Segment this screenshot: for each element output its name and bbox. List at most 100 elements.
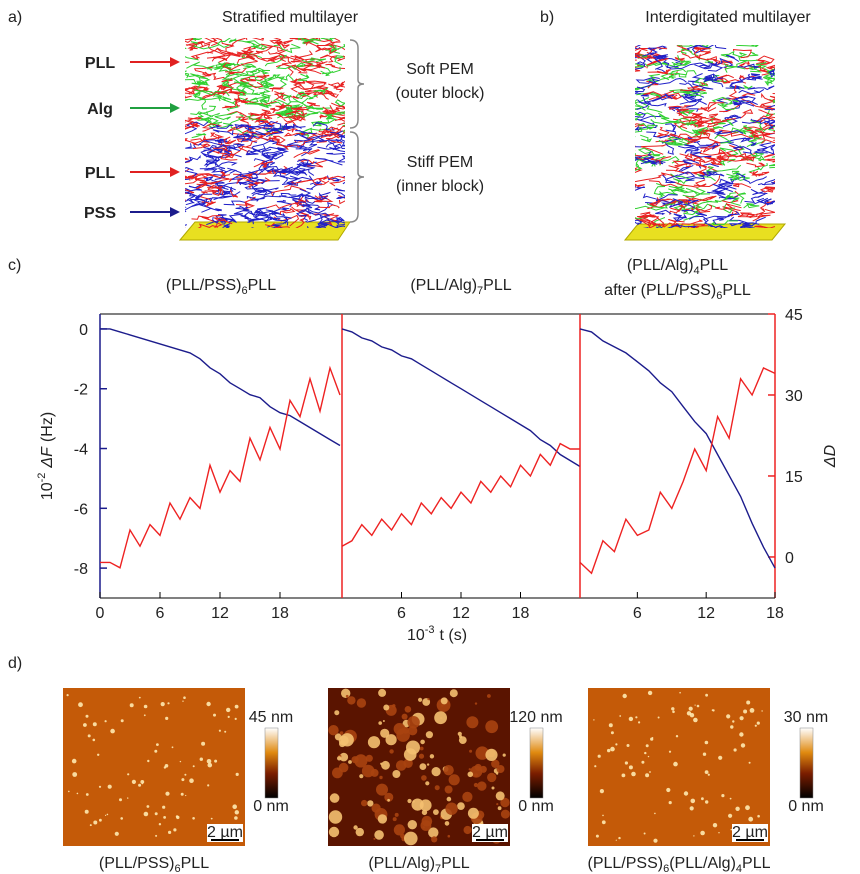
colorbar-max: 120 nm (509, 709, 562, 726)
afm-feature (389, 749, 394, 754)
afm-feature (419, 746, 424, 751)
afm-feature (156, 743, 159, 746)
x-tick-label: 18 (512, 605, 530, 622)
afm-feature (491, 759, 500, 768)
chain (317, 140, 337, 150)
afm-feature (705, 800, 709, 804)
chain (246, 192, 272, 200)
chain (635, 45, 642, 50)
chain (199, 43, 234, 55)
chain (751, 131, 760, 139)
chain (305, 212, 331, 223)
chain (635, 217, 639, 221)
chain (190, 73, 211, 84)
chain (209, 195, 233, 202)
afm-feature (83, 723, 87, 727)
chain (769, 98, 775, 104)
chain (213, 217, 233, 225)
afm-feature (702, 752, 707, 756)
chain (647, 203, 669, 210)
afm-feature (367, 736, 381, 749)
chain (193, 89, 230, 97)
chain (207, 184, 224, 190)
afm-feature (474, 773, 479, 778)
chain (337, 111, 345, 121)
afm-feature (735, 806, 740, 811)
chain (704, 171, 718, 177)
chain (333, 188, 345, 192)
chain (286, 175, 314, 184)
chain (707, 102, 725, 111)
afm-feature (339, 731, 344, 735)
chain (202, 134, 225, 141)
chain (694, 175, 721, 188)
afm-feature (610, 731, 614, 735)
chain (267, 207, 290, 217)
subscript: 6 (175, 863, 181, 874)
afm-feature (467, 807, 479, 819)
afm-feature (348, 760, 352, 764)
afm-feature (485, 748, 498, 762)
afm-feature (728, 813, 733, 818)
chain (317, 130, 345, 136)
chain (636, 94, 673, 104)
chain (186, 61, 213, 71)
chain (635, 64, 647, 72)
chain (325, 105, 335, 114)
afm-feature (446, 796, 452, 802)
chain (246, 114, 267, 121)
afm-feature (421, 775, 427, 781)
afm-feature (76, 792, 79, 795)
chain (772, 93, 775, 95)
chain (185, 40, 206, 46)
chain (316, 138, 343, 144)
chain (737, 211, 764, 218)
chain (717, 178, 731, 188)
chain (329, 106, 345, 113)
chain (300, 128, 330, 136)
afm-feature (85, 714, 89, 718)
chain (667, 140, 683, 146)
afm-feature (407, 726, 418, 736)
chain (264, 54, 288, 67)
afm-feature (168, 830, 172, 835)
afm-feature (105, 814, 107, 817)
y-tick-label: -6 (74, 501, 88, 518)
y-tick-label: -2 (74, 382, 88, 399)
afm-feature (234, 704, 239, 709)
chain (757, 181, 775, 186)
text-part: (PLL/PSS) (166, 277, 242, 294)
chain (295, 130, 317, 135)
afm-feature (138, 696, 141, 699)
subscript: 4 (736, 863, 742, 874)
chain (712, 181, 734, 193)
chain (264, 74, 281, 82)
afm-feature (496, 765, 505, 773)
superscript: -2 (36, 473, 48, 483)
afm-feature (475, 746, 489, 760)
chain (691, 126, 708, 138)
afm-feature (407, 716, 420, 729)
chain (697, 106, 717, 113)
afm-feature (497, 806, 502, 811)
chain (702, 113, 722, 121)
chain (324, 41, 341, 49)
chain (670, 219, 703, 228)
chain (209, 124, 234, 129)
schematic-title: Stratified multilayer (222, 9, 359, 26)
chain (750, 73, 762, 80)
afm-feature (418, 697, 423, 702)
chain (724, 137, 751, 150)
chain (635, 153, 652, 157)
afm-feature (173, 828, 177, 832)
chain (689, 91, 708, 98)
afm-feature (426, 763, 430, 766)
afm-feature (739, 732, 744, 737)
afm-feature (160, 702, 165, 707)
afm-feature (337, 756, 342, 761)
chain (228, 213, 249, 223)
text-part: (PLL/Alg) (669, 855, 736, 872)
chain (328, 110, 345, 114)
chain (269, 210, 286, 217)
chain (765, 64, 775, 71)
